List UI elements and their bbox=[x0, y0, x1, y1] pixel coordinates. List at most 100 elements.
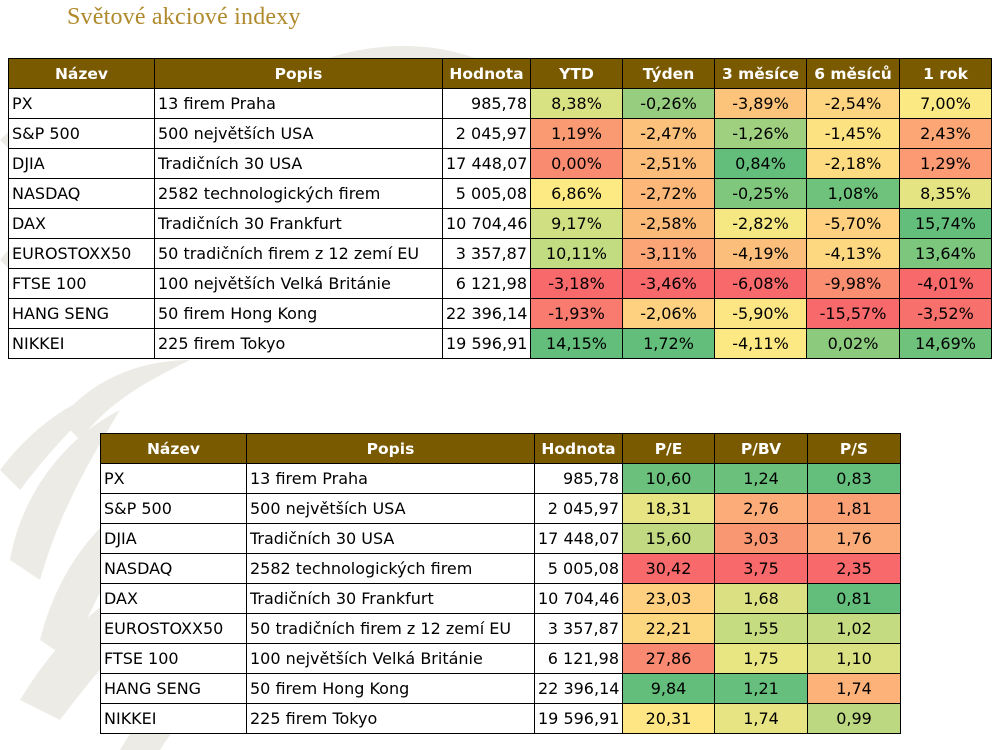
index-description-cell: Tradičních 30 USA bbox=[154, 148, 443, 179]
index-value-cell: 6 121,98 bbox=[442, 268, 531, 299]
metric-cell: 1,21 bbox=[714, 673, 808, 704]
metric-cell: 1,74 bbox=[807, 673, 901, 704]
performance-header-row: Název Popis Hodnota YTD Týden 3 měsíce 6 měsíc… bbox=[8, 58, 992, 89]
index-description-cell: Tradičních 30 Frankfurt bbox=[154, 208, 443, 239]
metric-cell: 1,68 bbox=[714, 583, 808, 614]
column-header: Hodnota bbox=[442, 58, 531, 89]
metric-cell: -0,25% bbox=[714, 178, 807, 209]
metric-cell: -3,11% bbox=[622, 238, 715, 269]
column-header: P/S bbox=[807, 433, 901, 464]
page-title: Světové akciové indexy bbox=[67, 4, 301, 30]
index-name-cell: DJIA bbox=[8, 148, 155, 179]
column-header: 6 měsíců bbox=[806, 58, 900, 89]
index-description-cell: 50 tradičních firem z 12 zemí EU bbox=[246, 613, 535, 644]
metric-cell: 7,00% bbox=[899, 88, 992, 119]
column-header: 3 měsíce bbox=[714, 58, 807, 89]
index-name-cell: S&P 500 bbox=[8, 118, 155, 149]
metric-cell: 6,86% bbox=[530, 178, 623, 209]
metric-cell: -2,58% bbox=[622, 208, 715, 239]
column-header: Hodnota bbox=[534, 433, 623, 464]
metric-cell: 22,21 bbox=[622, 613, 715, 644]
table-row: S&P 500 500 největších USA 2 045,97 1,19% -2… bbox=[8, 118, 992, 149]
table-row: NIKKEI 225 firem Tokyo 19 596,91 14,15% 1,72… bbox=[8, 328, 992, 359]
metric-cell: 20,31 bbox=[622, 703, 715, 734]
index-value-cell: 22 396,14 bbox=[534, 673, 623, 704]
metric-cell: 14,69% bbox=[899, 328, 992, 359]
metric-cell: 1,19% bbox=[530, 118, 623, 149]
index-name-cell: PX bbox=[100, 463, 247, 494]
metric-cell: 1,74 bbox=[714, 703, 808, 734]
index-description-cell: 500 největších USA bbox=[154, 118, 443, 149]
metric-cell: 13,64% bbox=[899, 238, 992, 269]
metric-cell: -2,82% bbox=[714, 208, 807, 239]
index-description-cell: 2582 technologických firem bbox=[154, 178, 443, 209]
metric-cell: 1,02 bbox=[807, 613, 901, 644]
index-value-cell: 10 704,46 bbox=[442, 208, 531, 239]
metric-cell: -4,13% bbox=[806, 238, 900, 269]
valuation-table: Název Popis Hodnota P/E P/BV P/S PX 13 firem P… bbox=[100, 433, 901, 734]
metric-cell: 8,35% bbox=[899, 178, 992, 209]
metric-cell: 14,15% bbox=[530, 328, 623, 359]
metric-cell: -6,08% bbox=[714, 268, 807, 299]
metric-cell: -1,93% bbox=[530, 298, 623, 329]
index-description-cell: 50 firem Hong Kong bbox=[154, 298, 443, 329]
table-row: DJIA Tradičních 30 USA 17 448,07 15,60 3,03 1… bbox=[100, 523, 901, 554]
index-description-cell: Tradičních 30 USA bbox=[246, 523, 535, 554]
metric-cell: 0,81 bbox=[807, 583, 901, 614]
column-header: YTD bbox=[530, 58, 623, 89]
metric-cell: 8,38% bbox=[530, 88, 623, 119]
column-header: P/BV bbox=[714, 433, 808, 464]
metric-cell: 18,31 bbox=[622, 493, 715, 524]
index-name-cell: EUROSTOXX50 bbox=[8, 238, 155, 269]
index-value-cell: 6 121,98 bbox=[534, 643, 623, 674]
index-value-cell: 17 448,07 bbox=[534, 523, 623, 554]
index-name-cell: DAX bbox=[100, 583, 247, 614]
metric-cell: 1,81 bbox=[807, 493, 901, 524]
metric-cell: -2,51% bbox=[622, 148, 715, 179]
index-value-cell: 5 005,08 bbox=[534, 553, 623, 584]
index-description-cell: 225 firem Tokyo bbox=[154, 328, 443, 359]
metric-cell: -0,26% bbox=[622, 88, 715, 119]
table-row: NASDAQ 2582 technologických firem 5 005,08… bbox=[100, 553, 901, 584]
metric-cell: -4,11% bbox=[714, 328, 807, 359]
index-description-cell: 100 největších Velká Británie bbox=[246, 643, 535, 674]
index-description-cell: 2582 technologických firem bbox=[246, 553, 535, 584]
metric-cell: -1,26% bbox=[714, 118, 807, 149]
index-name-cell: S&P 500 bbox=[100, 493, 247, 524]
index-name-cell: FTSE 100 bbox=[100, 643, 247, 674]
index-name-cell: PX bbox=[8, 88, 155, 119]
metric-cell: 2,43% bbox=[899, 118, 992, 149]
index-name-cell: DJIA bbox=[100, 523, 247, 554]
metric-cell: 9,17% bbox=[530, 208, 623, 239]
column-header: Popis bbox=[154, 58, 443, 89]
metric-cell: -4,19% bbox=[714, 238, 807, 269]
metric-cell: -2,18% bbox=[806, 148, 900, 179]
column-header: Název bbox=[8, 58, 155, 89]
column-header: P/E bbox=[622, 433, 715, 464]
metric-cell: 3,75 bbox=[714, 553, 808, 584]
metric-cell: 9,84 bbox=[622, 673, 715, 704]
index-name-cell: FTSE 100 bbox=[8, 268, 155, 299]
metric-cell: -4,01% bbox=[899, 268, 992, 299]
metric-cell: -2,47% bbox=[622, 118, 715, 149]
table-row: NIKKEI 225 firem Tokyo 19 596,91 20,31 1,74 0… bbox=[100, 703, 901, 734]
index-name-cell: DAX bbox=[8, 208, 155, 239]
table-row: EUROSTOXX50 50 tradičních firem z 12 zemí… bbox=[100, 613, 901, 644]
metric-cell: -1,45% bbox=[806, 118, 900, 149]
column-header: Týden bbox=[622, 58, 715, 89]
metric-cell: -5,70% bbox=[806, 208, 900, 239]
index-name-cell: HANG SENG bbox=[8, 298, 155, 329]
metric-cell: 30,42 bbox=[622, 553, 715, 584]
metric-cell: 1,24 bbox=[714, 463, 808, 494]
index-name-cell: NIKKEI bbox=[100, 703, 247, 734]
table-row: S&P 500 500 největších USA 2 045,97 18,31 2,… bbox=[100, 493, 901, 524]
index-name-cell: NASDAQ bbox=[100, 553, 247, 584]
table-row: PX 13 firem Praha 985,78 8,38% -0,26% -3,89% -… bbox=[8, 88, 992, 119]
column-header: Popis bbox=[246, 433, 535, 464]
index-value-cell: 10 704,46 bbox=[534, 583, 623, 614]
table-row: DAX Tradičních 30 Frankfurt 10 704,46 23,03… bbox=[100, 583, 901, 614]
performance-table-body: PX 13 firem Praha 985,78 8,38% -0,26% -3,89% -… bbox=[8, 88, 992, 359]
column-header: Název bbox=[100, 433, 247, 464]
metric-cell: -9,98% bbox=[806, 268, 900, 299]
index-description-cell: 500 největších USA bbox=[246, 493, 535, 524]
